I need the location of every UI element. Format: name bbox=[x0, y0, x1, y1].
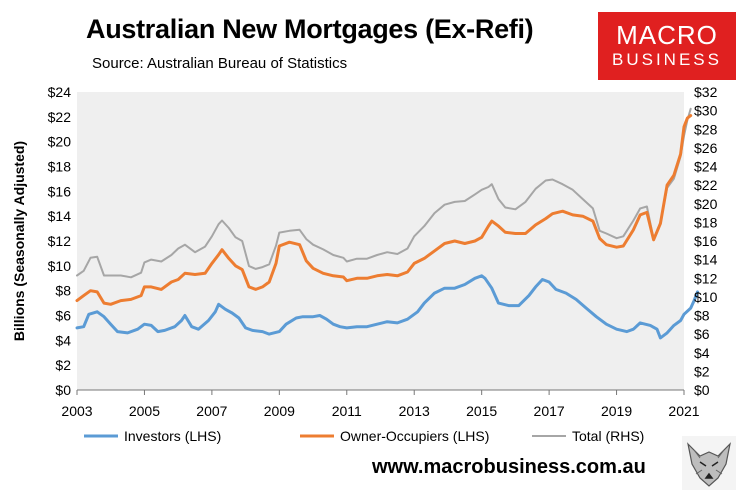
y-left-tick-label: $12 bbox=[48, 233, 72, 249]
x-tick-label: 2003 bbox=[61, 403, 92, 419]
logo-line2: BUSINESS bbox=[612, 50, 722, 69]
y-left-tick-label: $2 bbox=[55, 357, 71, 373]
plot-area bbox=[77, 92, 684, 390]
x-tick-label: 2019 bbox=[601, 403, 632, 419]
legend-label: Investors (LHS) bbox=[124, 428, 221, 444]
y-right-tick-label: $14 bbox=[694, 252, 718, 268]
y-right-tick-label: $4 bbox=[694, 345, 710, 361]
website-url: www.macrobusiness.com.au bbox=[372, 456, 646, 478]
series-line-total-rhs bbox=[76, 107, 692, 279]
legend-label: Total (RHS) bbox=[572, 428, 644, 444]
y-right-tick-label: $16 bbox=[694, 233, 718, 249]
x-tick-label: 2009 bbox=[264, 403, 295, 419]
x-tick-label: 2007 bbox=[196, 403, 227, 419]
y-left-tick-label: $4 bbox=[55, 332, 71, 348]
y-right-tick-label: $28 bbox=[694, 121, 718, 137]
y-right-tick-label: $2 bbox=[694, 363, 710, 379]
y-left-tick-label: $0 bbox=[55, 382, 71, 398]
logo-line1: MACRO bbox=[616, 20, 718, 50]
y-right-tick-label: $12 bbox=[694, 270, 718, 286]
y-right-tick-label: $30 bbox=[694, 103, 718, 119]
y-right-tick-label: $10 bbox=[694, 289, 718, 305]
y-right-tick-label: $6 bbox=[694, 326, 710, 342]
y-left-tick-label: $6 bbox=[55, 308, 71, 324]
y-left-tick-label: $18 bbox=[48, 159, 72, 175]
y-axis-label: Billions (Seasonally Adjusted) bbox=[11, 141, 27, 341]
legend-label: Owner-Occupiers (LHS) bbox=[340, 428, 489, 444]
x-tick-label: 2013 bbox=[399, 403, 430, 419]
y-right-tick-label: $26 bbox=[694, 140, 718, 156]
y-left-tick-label: $22 bbox=[48, 109, 72, 125]
y-left-tick-label: $20 bbox=[48, 134, 72, 150]
y-left-tick-label: $10 bbox=[48, 258, 72, 274]
y-right-tick-label: $22 bbox=[694, 177, 718, 193]
x-tick-label: 2017 bbox=[534, 403, 565, 419]
macrobusiness-logo: MACRO BUSINESS bbox=[598, 12, 736, 80]
x-tick-label: 2005 bbox=[129, 403, 160, 419]
series-line-owner-occupiers-lhs bbox=[75, 114, 693, 306]
y-left-tick-label: $8 bbox=[55, 283, 71, 299]
y-right-tick-label: $32 bbox=[694, 84, 718, 100]
chart-subtitle: Source: Australian Bureau of Statistics bbox=[92, 55, 348, 72]
y-right-tick-label: $8 bbox=[694, 308, 710, 324]
x-tick-label: 2015 bbox=[466, 403, 497, 419]
x-tick-label: 2011 bbox=[332, 403, 362, 419]
y-left-tick-label: $16 bbox=[48, 183, 72, 199]
x-tick-label: 2021 bbox=[668, 403, 699, 419]
fox-icon bbox=[682, 436, 736, 490]
chart-title: Australian New Mortgages (Ex-Refi) bbox=[86, 14, 534, 44]
y-right-tick-label: $24 bbox=[694, 159, 718, 175]
y-right-tick-label: $0 bbox=[694, 382, 710, 398]
y-left-tick-label: $24 bbox=[48, 84, 72, 100]
y-left-tick-label: $14 bbox=[48, 208, 72, 224]
y-right-tick-label: $20 bbox=[694, 196, 718, 212]
series-line-investors-lhs bbox=[75, 274, 699, 340]
y-right-tick-label: $18 bbox=[694, 214, 718, 230]
